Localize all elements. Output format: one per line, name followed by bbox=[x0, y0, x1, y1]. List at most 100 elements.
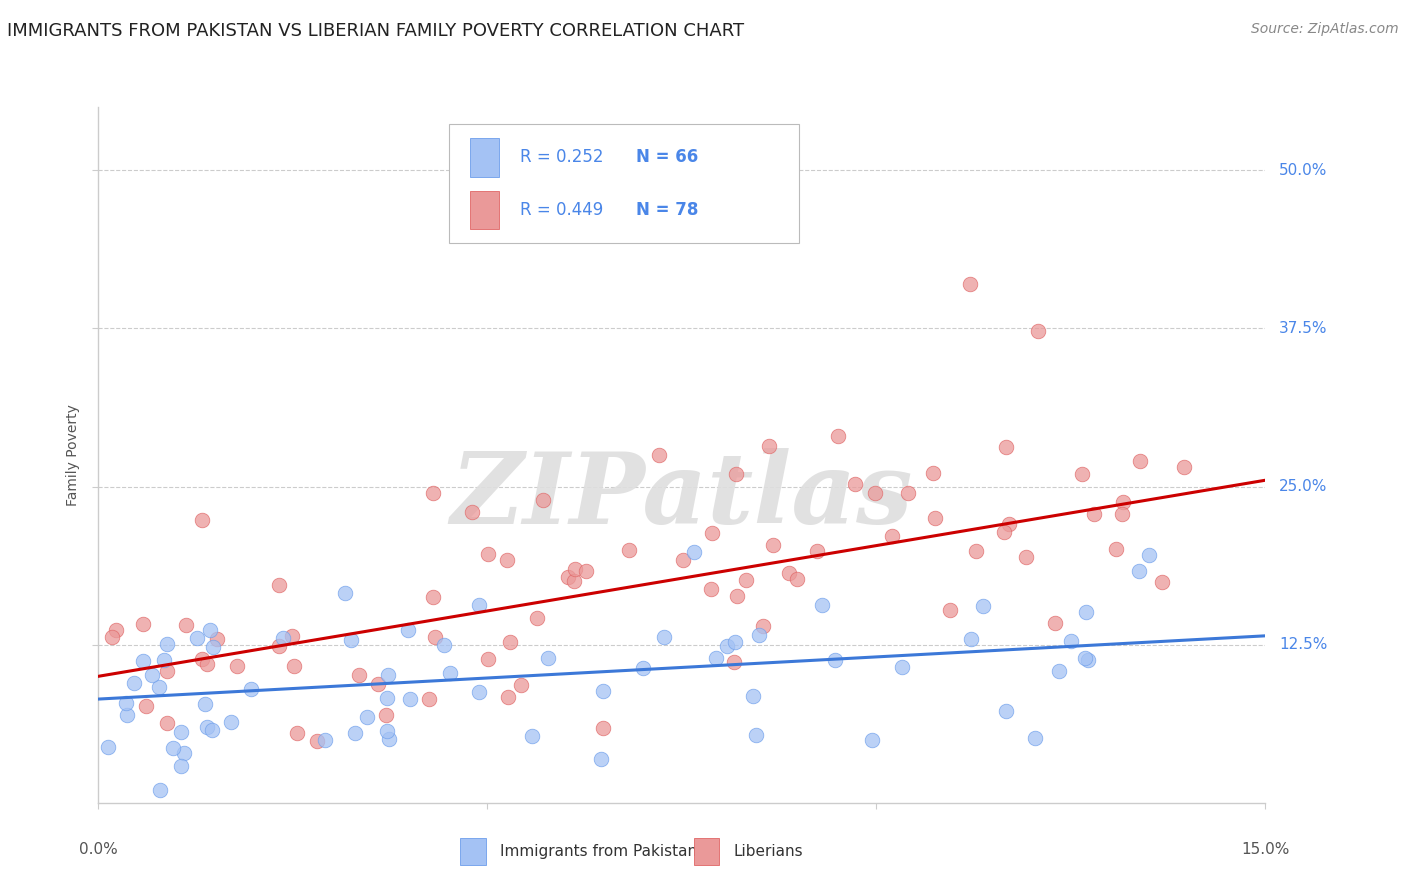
Point bbox=[422, 486, 444, 500]
Point bbox=[702, 526, 724, 541]
Point bbox=[1112, 495, 1135, 509]
Point bbox=[700, 582, 723, 596]
Point bbox=[1073, 650, 1095, 665]
Point bbox=[1060, 634, 1083, 648]
Point bbox=[1015, 550, 1038, 565]
Point bbox=[305, 734, 328, 748]
Point bbox=[375, 691, 398, 706]
Point bbox=[132, 655, 155, 669]
Point bbox=[741, 689, 763, 703]
Point bbox=[891, 660, 914, 674]
Point bbox=[496, 690, 519, 705]
Point bbox=[335, 586, 357, 600]
Point bbox=[844, 476, 866, 491]
FancyBboxPatch shape bbox=[460, 838, 486, 865]
FancyBboxPatch shape bbox=[449, 125, 799, 243]
Point bbox=[631, 661, 654, 675]
Point bbox=[786, 572, 808, 586]
Point bbox=[897, 486, 920, 500]
Point bbox=[1128, 454, 1150, 468]
Text: Liberians: Liberians bbox=[734, 844, 803, 859]
Point bbox=[367, 677, 389, 691]
Point bbox=[141, 668, 163, 682]
Point bbox=[748, 628, 770, 642]
Point bbox=[592, 721, 614, 735]
Point bbox=[377, 668, 399, 682]
Point bbox=[207, 632, 229, 646]
Point bbox=[425, 630, 447, 644]
Point bbox=[880, 529, 903, 543]
Point bbox=[156, 715, 179, 730]
Point bbox=[537, 651, 560, 665]
Point bbox=[725, 590, 748, 604]
Point bbox=[1047, 665, 1070, 679]
Point bbox=[176, 618, 198, 632]
Point bbox=[564, 561, 586, 575]
Point bbox=[591, 752, 613, 766]
Point bbox=[439, 665, 461, 680]
Point bbox=[1026, 324, 1049, 338]
Point bbox=[1076, 606, 1098, 620]
Point bbox=[965, 544, 987, 558]
Point bbox=[498, 635, 520, 649]
Text: 50.0%: 50.0% bbox=[1279, 163, 1327, 178]
Point bbox=[194, 697, 217, 711]
Point bbox=[343, 726, 366, 740]
Point bbox=[995, 440, 1018, 454]
Point bbox=[202, 640, 225, 654]
Point bbox=[562, 574, 585, 588]
Text: 25.0%: 25.0% bbox=[1279, 479, 1327, 494]
Point bbox=[156, 637, 179, 651]
Text: N = 78: N = 78 bbox=[637, 201, 699, 219]
Point bbox=[132, 617, 155, 632]
Point bbox=[557, 570, 579, 584]
Point bbox=[495, 553, 517, 567]
Point bbox=[418, 692, 440, 706]
Point bbox=[104, 623, 127, 637]
Point bbox=[468, 685, 491, 699]
Point bbox=[100, 631, 122, 645]
Point bbox=[939, 603, 962, 617]
Point bbox=[1137, 549, 1160, 563]
Point bbox=[1024, 731, 1046, 745]
Point bbox=[314, 733, 336, 747]
Point bbox=[1128, 565, 1150, 579]
Point bbox=[285, 725, 308, 739]
Point bbox=[122, 676, 145, 690]
FancyBboxPatch shape bbox=[470, 191, 499, 228]
Point bbox=[619, 542, 641, 557]
Point bbox=[860, 732, 883, 747]
Point bbox=[283, 659, 305, 673]
Point bbox=[752, 619, 775, 633]
FancyBboxPatch shape bbox=[693, 838, 720, 865]
Point bbox=[191, 513, 214, 527]
Point bbox=[396, 623, 419, 637]
Point bbox=[115, 708, 138, 723]
Point bbox=[1043, 615, 1066, 630]
Point bbox=[149, 782, 172, 797]
Point bbox=[170, 724, 193, 739]
Point bbox=[510, 678, 533, 692]
Point bbox=[724, 635, 747, 649]
Point bbox=[97, 740, 120, 755]
Point bbox=[219, 715, 242, 730]
Text: 12.5%: 12.5% bbox=[1279, 637, 1327, 652]
Point bbox=[811, 598, 834, 612]
Point bbox=[704, 650, 727, 665]
Point bbox=[1077, 653, 1099, 667]
Point bbox=[269, 578, 291, 592]
Point bbox=[422, 590, 444, 604]
Point bbox=[723, 655, 745, 669]
Point bbox=[356, 710, 378, 724]
Point bbox=[725, 467, 748, 481]
Point bbox=[959, 277, 981, 292]
Point bbox=[1173, 460, 1195, 475]
Point bbox=[824, 653, 846, 667]
Point bbox=[683, 545, 706, 559]
Point bbox=[191, 652, 214, 666]
Point bbox=[340, 632, 363, 647]
Point bbox=[652, 630, 675, 644]
Text: ZIPatlas: ZIPatlas bbox=[451, 449, 912, 545]
Text: IMMIGRANTS FROM PAKISTAN VS LIBERIAN FAMILY POVERTY CORRELATION CHART: IMMIGRANTS FROM PAKISTAN VS LIBERIAN FAM… bbox=[7, 22, 744, 40]
Point bbox=[758, 439, 780, 453]
